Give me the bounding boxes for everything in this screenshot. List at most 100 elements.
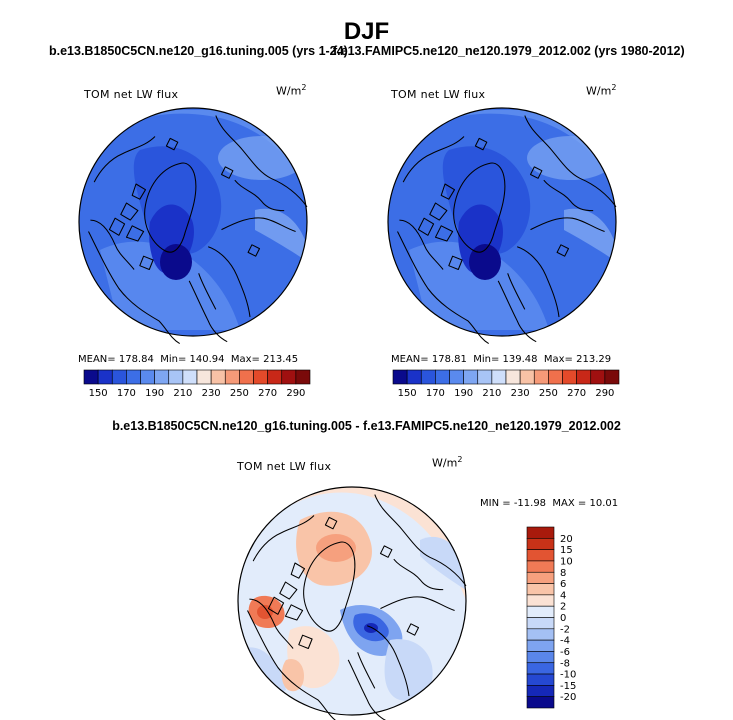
diff-colorbar-tick-label: -10	[560, 670, 576, 681]
diff-colorbar-tick-label: -8	[560, 658, 570, 669]
diff-min: -11.98	[513, 498, 547, 509]
panel2-min: 139.48	[502, 354, 538, 365]
panel2-colorbar-swatch	[491, 369, 507, 385]
panel1-colorbar-tick-label: 210	[173, 388, 192, 399]
panel1-colorbar-swatch	[97, 369, 113, 385]
panel2-colorbar-tick-label: 150	[398, 388, 417, 399]
panel2-colorbar: 150 170 190 210 230 250 270 290	[392, 369, 620, 399]
panel1-colorbar: 150 170 190 210 230 250 270 290	[83, 369, 311, 399]
panel1-colorbar-swatch	[267, 369, 283, 385]
panel1-mean-label: MEAN=	[78, 354, 116, 365]
diff-colorbar-swatch	[526, 673, 555, 686]
panel2-colorbar-swatch	[420, 369, 436, 385]
panel1-colorbar-swatch	[253, 369, 268, 385]
panel1-max-label: Max=	[230, 354, 260, 365]
panel2-colorbar-swatch	[392, 369, 408, 385]
panel2-colorbar-swatch	[576, 369, 592, 385]
diff-colorbar-tick-label: -20	[560, 692, 576, 703]
panel1-colorbar-tick-label: 290	[286, 388, 305, 399]
panel2-colorbar-swatch	[604, 369, 620, 385]
diff-colorbar-tick-label: 20	[560, 534, 573, 545]
diff-colorbar-tick-label: -4	[560, 636, 570, 647]
diff-colorbar-tick-label: 8	[560, 568, 566, 579]
panel2-colorbar-swatch	[505, 369, 521, 385]
panel2-variable-label: TOM net LW flux	[391, 88, 486, 101]
panel1-colorbar-swatch	[140, 369, 155, 385]
panel2-colorbar-tick-label: 170	[426, 388, 445, 399]
panel2-colorbar-tick-label: 190	[454, 388, 473, 399]
panel2-map	[387, 107, 617, 345]
panel2-colorbar-swatch	[435, 369, 450, 385]
panel1-colorbar-swatch	[224, 369, 240, 385]
panel1-colorbar-swatch	[126, 369, 141, 385]
diff-colorbar-swatch	[526, 526, 555, 539]
diff-map	[237, 486, 467, 720]
diff-colorbar-tick-label: 2	[560, 602, 566, 613]
panel2-colorbar-swatch	[590, 369, 606, 385]
panel1-colorbar-tick-label: 190	[145, 388, 164, 399]
diff-colorbar-tick-label: -6	[560, 647, 570, 658]
diff-stats: MIN = -11.98 MAX = 10.01	[480, 498, 618, 509]
panel2-colorbar-swatch	[449, 369, 464, 385]
panel2-colorbar-tick-label: 230	[511, 388, 530, 399]
panel2-case-title: f.e13.FAMIPC5.ne120_ne120.1979_2012.002 …	[333, 44, 685, 58]
panel1-units: W/m2	[276, 83, 307, 98]
diff-colorbar-swatch	[526, 628, 555, 641]
diff-colorbar-swatch	[526, 571, 555, 584]
panel1-colorbar-swatch	[154, 369, 170, 385]
diff-colorbar-swatch	[526, 696, 555, 709]
panel2-colorbar-swatch	[533, 369, 549, 385]
diff-variable-label: TOM net LW flux	[237, 460, 332, 473]
panel1-colorbar-swatch	[182, 369, 198, 385]
panel2-colorbar-swatch	[548, 369, 563, 385]
diff-colorbar-swatch	[526, 538, 555, 550]
panel1-colorbar-swatch	[196, 369, 212, 385]
diff-colorbar-swatch	[526, 560, 555, 573]
diff-colorbar-swatch	[526, 549, 555, 562]
panel2-max-label: Max=	[543, 354, 573, 365]
difference-title: b.e13.B1850C5CN.ne120_g16.tuning.005 - f…	[112, 419, 621, 433]
panel1-colorbar-tick-label: 270	[258, 388, 277, 399]
panel1-colorbar-tick-label: 230	[202, 388, 221, 399]
panel2-colorbar-swatch	[562, 369, 577, 385]
panel2-colorbar-swatch	[406, 369, 422, 385]
panel1-max: 213.45	[263, 354, 299, 365]
diff-colorbar-swatch	[526, 639, 555, 652]
diff-colorbar-tick-label: 6	[560, 579, 566, 590]
panel2-max: 213.29	[576, 354, 612, 365]
panel1-min: 140.94	[189, 354, 225, 365]
diff-colorbar-tick-label: 0	[560, 613, 566, 624]
panel2-colorbar-tick-label: 290	[595, 388, 614, 399]
panel1-colorbar-tick-label: 250	[230, 388, 249, 399]
diff-colorbar-tick-label: 15	[560, 545, 573, 556]
diff-min-label: MIN =	[480, 498, 511, 509]
diff-colorbar-swatch	[526, 594, 555, 607]
panel1-colorbar-swatch	[168, 369, 184, 385]
panel1-case-title: b.e13.B1850C5CN.ne120_g16.tuning.005 (yr…	[49, 44, 348, 58]
panel2-colorbar-swatch	[463, 369, 479, 385]
panel1-stats: MEAN= 178.84 Min= 140.94 Max= 213.45	[78, 354, 298, 365]
diff-units: W/m2	[432, 455, 463, 470]
diff-colorbar-swatch	[526, 617, 555, 630]
panel1-colorbar-tick-label: 150	[89, 388, 108, 399]
panel2-colorbar-tick-label: 250	[539, 388, 558, 399]
panel2-min-label: Min=	[473, 354, 500, 365]
panel1-colorbar-tick-label: 170	[117, 388, 136, 399]
panel2-mean-label: MEAN=	[391, 354, 429, 365]
diff-colorbar-swatch	[526, 662, 555, 675]
panel2-colorbar-tick-label: 210	[482, 388, 501, 399]
panel2-mean: 178.81	[431, 354, 467, 365]
diff-colorbar-swatch	[526, 605, 555, 618]
panel1-colorbar-swatch	[281, 369, 297, 385]
diff-colorbar-tick-label: -15	[560, 681, 576, 692]
panel2-colorbar-swatch	[519, 369, 535, 385]
figure-title: DJF	[343, 18, 390, 45]
diff-max: 10.01	[589, 498, 619, 509]
diff-colorbar-tick-label: 4	[560, 590, 566, 601]
panel1-map	[78, 107, 308, 345]
diff-colorbar-swatch	[526, 583, 555, 596]
diff-colorbar-tick-label: -2	[560, 624, 570, 635]
panel1-min-label: Min=	[160, 354, 187, 365]
